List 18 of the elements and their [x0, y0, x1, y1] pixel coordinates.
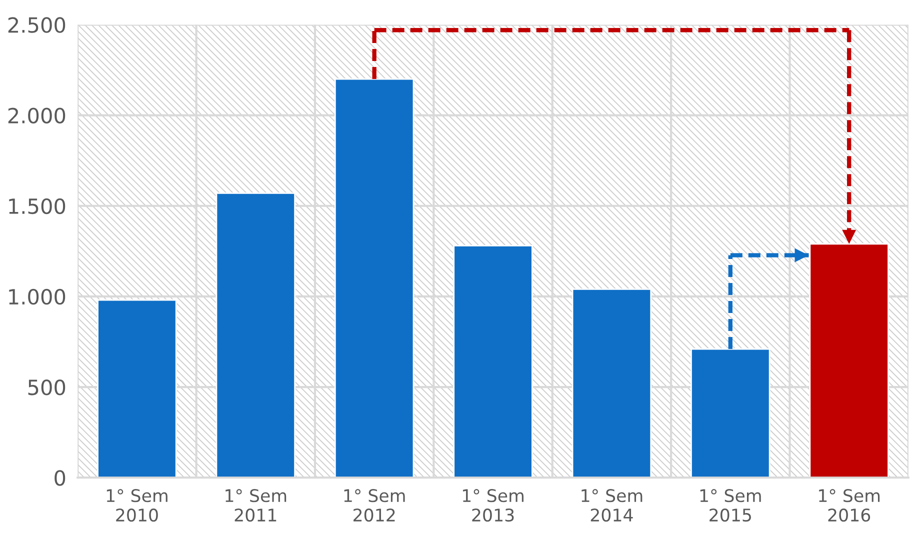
y-tick-label: 2.000 — [8, 108, 66, 124]
y-tick-label: 1.000 — [9, 288, 66, 305]
x-tick-label: 1° Sem 2013 — [462, 489, 524, 522]
y-tick-label: 2.500 — [8, 17, 66, 33]
bar — [97, 299, 177, 478]
y-tick-label: 0 — [54, 470, 66, 486]
bar — [334, 78, 414, 478]
x-tick-label: 1° Sem 2011 — [226, 489, 286, 522]
y-tick-label: 1.500 — [9, 198, 66, 214]
bar — [572, 288, 652, 478]
x-tick-label: 1° Sem 2010 — [106, 489, 168, 522]
bar — [216, 192, 296, 478]
y-tick-label: 500 — [28, 380, 66, 396]
x-tick-label: 1° Sem 2014 — [582, 489, 642, 522]
x-tick-label: 1° Sem 2016 — [819, 489, 880, 522]
x-tick-label: 1° Sem 2015 — [700, 489, 761, 522]
x-tick-label: 1° Sem 2012 — [344, 489, 405, 522]
bar — [453, 245, 533, 478]
